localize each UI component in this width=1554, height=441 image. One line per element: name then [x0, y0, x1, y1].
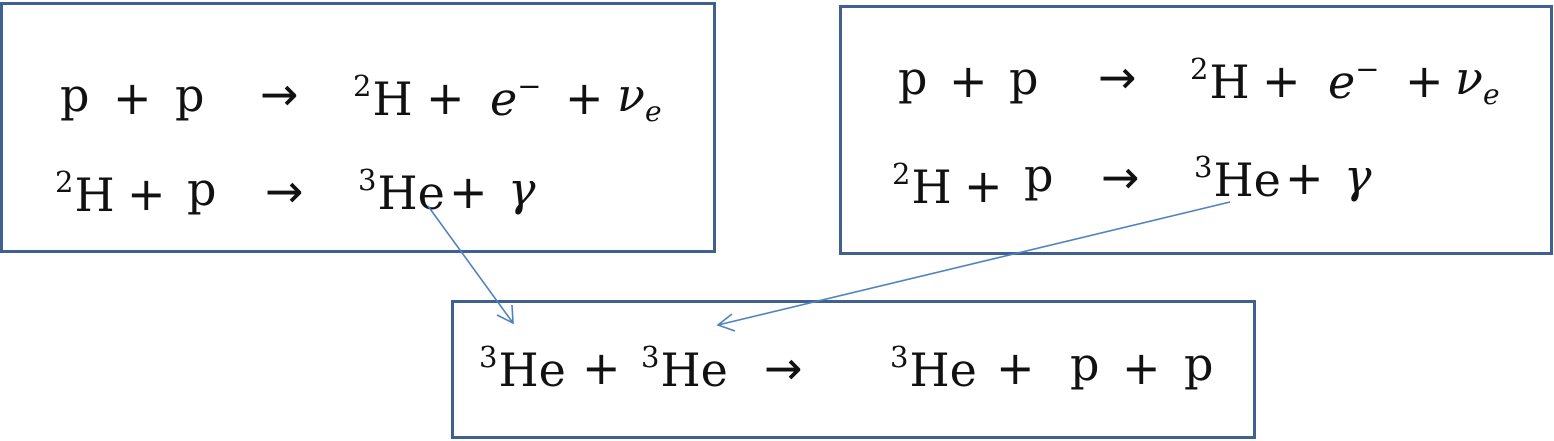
- reaction-box-left: p + p → 2H + e− + νe 2H + p → 3He + γ: [0, 2, 716, 253]
- reactant-deuterium: 2H: [892, 157, 952, 214]
- plus-sign: +: [582, 341, 621, 395]
- reactant-p: p: [1009, 51, 1039, 105]
- plus-sign: +: [113, 71, 152, 125]
- reactant-p: p: [60, 68, 90, 122]
- product-neutrino: νe: [617, 68, 662, 128]
- reactant-deuterium: 2H: [55, 165, 115, 222]
- plus-sign: +: [1405, 54, 1444, 108]
- reaction-arrow: →: [260, 67, 299, 121]
- product-gamma: γ: [1344, 149, 1372, 203]
- plus-sign: +: [426, 71, 465, 125]
- reactant-helium3: 3He: [479, 340, 566, 397]
- reaction-box-bottom: 3He + 3He → 3He + p + p: [451, 300, 1256, 439]
- plus-sign: +: [964, 159, 1003, 213]
- reaction-arrow: →: [764, 341, 803, 395]
- product-helium3: 3He: [890, 340, 977, 397]
- reaction-arrow: →: [1098, 50, 1137, 104]
- product-deuterium: 2H: [1190, 52, 1250, 109]
- product-electron: e−: [1328, 52, 1380, 109]
- reactant-p: p: [1024, 148, 1054, 202]
- product-gamma: γ: [508, 162, 536, 216]
- product-electron: e−: [490, 69, 542, 126]
- reaction-box-right: p + p → 2H + e− + νe 2H + p → 3He + γ: [839, 5, 1553, 255]
- product-helium3: 3He: [1194, 150, 1281, 207]
- plus-sign: +: [1122, 341, 1161, 395]
- plus-sign: +: [1262, 54, 1301, 108]
- reactant-p: p: [175, 68, 205, 122]
- plus-sign: +: [996, 341, 1035, 395]
- product-neutrino: νe: [1455, 51, 1500, 111]
- plus-sign: +: [449, 165, 488, 219]
- product-p: p: [1184, 337, 1214, 391]
- plus-sign: +: [949, 54, 988, 108]
- reaction-arrow: →: [265, 164, 304, 218]
- reactant-helium3: 3He: [641, 340, 728, 397]
- plus-sign: +: [1285, 151, 1324, 205]
- reactant-p: p: [898, 51, 928, 105]
- product-deuterium: 2H: [353, 69, 413, 126]
- plus-sign: +: [565, 71, 604, 125]
- reaction-arrow: →: [1101, 150, 1140, 204]
- product-p: p: [1070, 337, 1100, 391]
- product-helium3: 3He: [358, 163, 445, 220]
- plus-sign: +: [127, 167, 166, 221]
- reactant-p: p: [187, 162, 217, 216]
